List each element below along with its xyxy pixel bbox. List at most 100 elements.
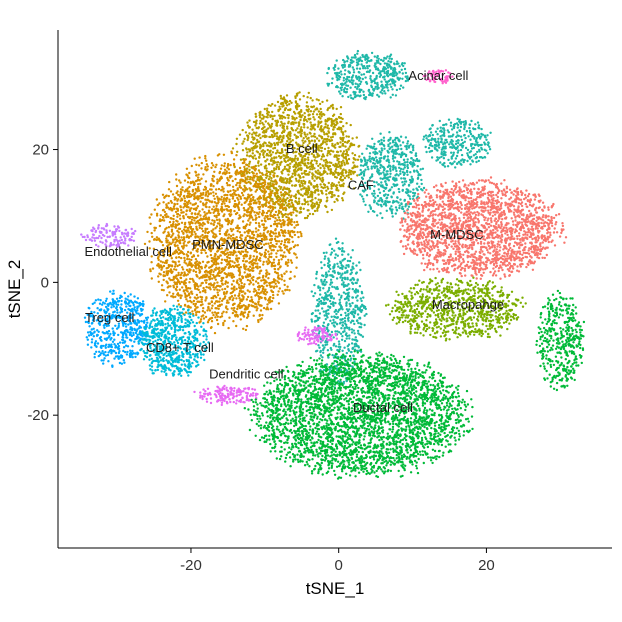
- data-point: [394, 212, 397, 215]
- data-point: [267, 127, 270, 130]
- data-point: [443, 142, 447, 145]
- data-point: [263, 107, 266, 111]
- data-point: [524, 202, 527, 206]
- data-point: [308, 118, 311, 121]
- data-point: [326, 324, 330, 327]
- data-point: [345, 304, 348, 307]
- data-point: [442, 163, 445, 167]
- data-point: [313, 179, 316, 182]
- data-point: [282, 154, 285, 157]
- data-point: [528, 209, 531, 213]
- data-point: [315, 183, 319, 187]
- data-point: [551, 224, 554, 228]
- data-point: [505, 187, 509, 190]
- data-point: [526, 262, 529, 266]
- data-point: [428, 197, 431, 200]
- data-point: [358, 261, 361, 264]
- data-point: [480, 148, 484, 151]
- data-point: [356, 313, 360, 316]
- data-point: [404, 245, 407, 248]
- data-point: [347, 75, 351, 79]
- data-point: [344, 311, 347, 315]
- data-point: [358, 76, 362, 80]
- data-point: [387, 161, 391, 164]
- data-point: [471, 181, 475, 185]
- data-point: [339, 313, 343, 317]
- data-point: [561, 222, 564, 225]
- data-point: [493, 204, 496, 208]
- data-point: [454, 187, 457, 191]
- data-point: [276, 131, 279, 135]
- data-point: [325, 140, 329, 143]
- data-point: [352, 308, 355, 311]
- data-point: [347, 283, 350, 286]
- data-point: [326, 262, 330, 265]
- data-point: [325, 132, 328, 135]
- data-point: [314, 175, 317, 178]
- data-point: [499, 264, 502, 267]
- data-point: [454, 166, 457, 169]
- data-point: [336, 316, 339, 319]
- data-point: [276, 100, 280, 104]
- data-point: [404, 180, 408, 183]
- data-point: [346, 77, 349, 81]
- data-point: [500, 211, 503, 214]
- data-point: [287, 173, 290, 176]
- data-point: [315, 137, 319, 140]
- data-point: [518, 250, 522, 253]
- data-point: [290, 101, 293, 105]
- data-point: [335, 277, 339, 280]
- data-point: [463, 123, 467, 126]
- data-point: [343, 339, 347, 343]
- data-point: [339, 136, 342, 140]
- data-point: [310, 105, 313, 109]
- data-point: [422, 257, 425, 260]
- data-point: [343, 73, 346, 76]
- data-point: [340, 164, 343, 167]
- data-point: [334, 162, 337, 166]
- data-point: [324, 163, 327, 166]
- data-point: [305, 148, 308, 151]
- data-point: [321, 153, 325, 156]
- data-point: [424, 134, 428, 137]
- data-point: [284, 116, 287, 120]
- data-point: [447, 71, 450, 74]
- data-point: [339, 261, 343, 264]
- data-point: [345, 332, 348, 335]
- data-point: [535, 219, 538, 222]
- data-point: [367, 88, 371, 92]
- data-point: [396, 196, 399, 199]
- data-point: [266, 113, 270, 117]
- data-point: [406, 173, 409, 176]
- data-point: [429, 142, 432, 145]
- data-point: [328, 191, 331, 195]
- data-point: [320, 278, 323, 282]
- data-point: [452, 151, 455, 154]
- data-point: [436, 189, 439, 192]
- data-point: [412, 230, 416, 233]
- data-point: [310, 195, 314, 199]
- data-point: [321, 176, 324, 180]
- data-point: [248, 126, 251, 129]
- data-point: [312, 116, 315, 119]
- data-point: [329, 274, 332, 277]
- data-point: [318, 149, 321, 152]
- data-point: [258, 122, 262, 125]
- data-point: [295, 141, 298, 144]
- data-point: [401, 184, 405, 187]
- data-point: [408, 232, 411, 236]
- data-point: [432, 76, 436, 79]
- data-point: [250, 140, 253, 144]
- data-point: [376, 214, 379, 217]
- data-point: [534, 209, 537, 212]
- data-point: [339, 126, 343, 130]
- data-point: [342, 79, 345, 82]
- data-point: [327, 329, 330, 332]
- data-point: [448, 143, 451, 146]
- data-point: [335, 312, 338, 316]
- data-point: [391, 154, 395, 158]
- data-point: [288, 137, 292, 140]
- data-point: [516, 237, 519, 240]
- data-point: [307, 162, 310, 165]
- data-point: [347, 176, 350, 179]
